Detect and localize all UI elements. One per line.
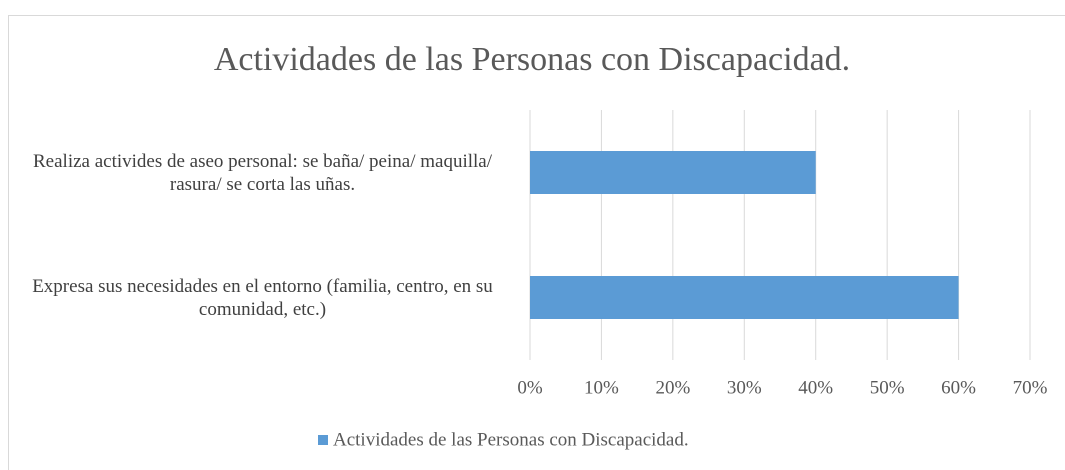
bar	[530, 276, 959, 319]
x-tick-label: 60%	[941, 377, 976, 398]
x-tick-label: 10%	[584, 377, 619, 398]
legend-label: Actividades de las Personas con Discapac…	[333, 429, 689, 450]
chart-border	[8, 15, 1065, 470]
chart-title: Actividades de las Personas con Discapac…	[214, 41, 850, 78]
bar	[530, 151, 816, 194]
legend-swatch	[318, 435, 328, 445]
x-tick-label: 40%	[798, 377, 833, 398]
y-tick-label: Expresa sus necesidades en el entorno (f…	[32, 275, 493, 320]
x-tick-label: 30%	[727, 377, 762, 398]
x-tick-label: 50%	[870, 377, 905, 398]
y-tick-label: Realiza activides de aseo personal: se b…	[33, 150, 492, 195]
x-tick-label: 0%	[517, 377, 543, 398]
x-tick-label: 70%	[1013, 377, 1048, 398]
x-tick-label: 20%	[655, 377, 690, 398]
